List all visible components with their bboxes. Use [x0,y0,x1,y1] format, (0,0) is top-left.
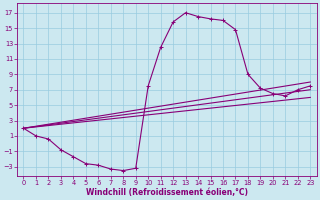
X-axis label: Windchill (Refroidissement éolien,°C): Windchill (Refroidissement éolien,°C) [86,188,248,197]
